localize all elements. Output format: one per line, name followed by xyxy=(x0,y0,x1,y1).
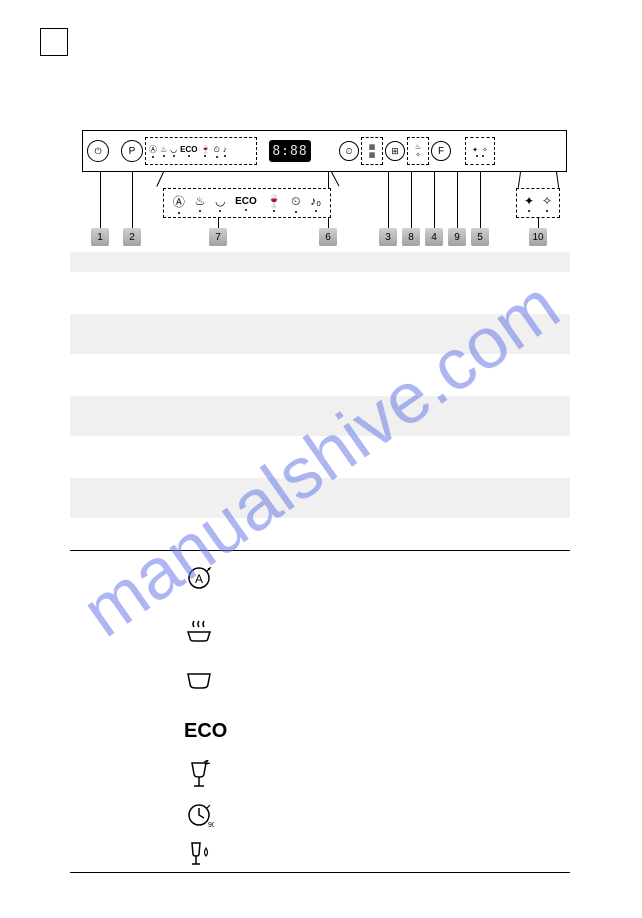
callout-line xyxy=(480,172,481,228)
zoom-line xyxy=(331,172,339,187)
callout-line xyxy=(457,172,458,228)
zoom-line xyxy=(156,172,164,187)
callout-5: 5 xyxy=(471,228,489,246)
table-band xyxy=(70,396,570,436)
callout-line xyxy=(434,172,435,228)
callout-line xyxy=(538,218,539,228)
control-panel-diagram: ⏻ P Ⓐ ♨ ◡ ECO 🍷 ⏲ ♪ 8:88 ⏲ ▦▦ ⊞ ♨✧ F ✦✧ xyxy=(82,130,567,172)
glass-icon: 🍷 xyxy=(266,194,281,212)
callout-line xyxy=(100,172,101,228)
quick-icon: ⏲ xyxy=(291,194,300,213)
indicator-group: ✦✧ xyxy=(465,137,495,165)
rinse-aid-indicator-icon: ✧ xyxy=(542,194,552,212)
svg-text:90': 90' xyxy=(208,822,214,829)
callout-2: 2 xyxy=(123,228,141,246)
option-button-icon: ⊞ xyxy=(385,141,405,161)
option-group-2: ♨✧ xyxy=(407,137,429,165)
f-button-icon: F xyxy=(431,141,451,161)
normal-program-icon xyxy=(184,670,214,699)
auto-program-icon: A xyxy=(186,565,212,598)
divider xyxy=(70,550,570,551)
eco-program-icon: ECO xyxy=(184,720,227,743)
quick-program-icon: 90' xyxy=(186,802,214,837)
normal-icon: ◡ xyxy=(215,194,225,212)
callout-line xyxy=(132,172,133,228)
callout-4: 4 xyxy=(425,228,443,246)
table-band xyxy=(70,314,570,354)
delay-button-icon: ⏲ xyxy=(339,141,359,161)
page-number-box xyxy=(40,28,68,56)
digital-display: 8:88 xyxy=(269,140,311,162)
svg-text:A: A xyxy=(195,572,203,586)
intensive-icon: ♨ xyxy=(195,194,206,212)
rinse-program-icon xyxy=(186,840,214,875)
callout-9: 9 xyxy=(448,228,466,246)
table-band xyxy=(70,252,570,272)
table-band xyxy=(70,478,570,518)
program-icons-detail: Ⓐ ♨ ◡ ECO 🍷 ⏲ ♪₀ xyxy=(163,188,331,218)
indicator-detail: ✦ ✧ xyxy=(516,188,560,218)
rinse-icon: ♪₀ xyxy=(310,194,321,212)
glass-program-icon xyxy=(186,760,212,797)
callout-10: 10 xyxy=(529,228,547,246)
zoom-line xyxy=(518,172,521,188)
callout-6: 6 xyxy=(319,228,337,246)
auto-icon: Ⓐ xyxy=(173,193,185,214)
eco-icon: ECO xyxy=(235,196,257,211)
power-button-icon: ⏻ xyxy=(87,140,109,162)
callout-line xyxy=(411,172,412,228)
callout-8: 8 xyxy=(402,228,420,246)
intensive-program-icon xyxy=(184,618,214,651)
p-button-icon: P xyxy=(121,140,143,162)
callout-7: 7 xyxy=(209,228,227,246)
callout-1: 1 xyxy=(91,228,109,246)
program-icons-group: Ⓐ ♨ ◡ ECO 🍷 ⏲ ♪ xyxy=(145,137,257,165)
zoom-line xyxy=(556,172,559,188)
divider xyxy=(70,872,570,873)
option-group-1: ▦▦ xyxy=(361,137,383,165)
salt-indicator-icon: ✦ xyxy=(524,194,534,212)
callout-3: 3 xyxy=(379,228,397,246)
callout-line xyxy=(218,218,219,228)
callout-line xyxy=(388,172,389,228)
